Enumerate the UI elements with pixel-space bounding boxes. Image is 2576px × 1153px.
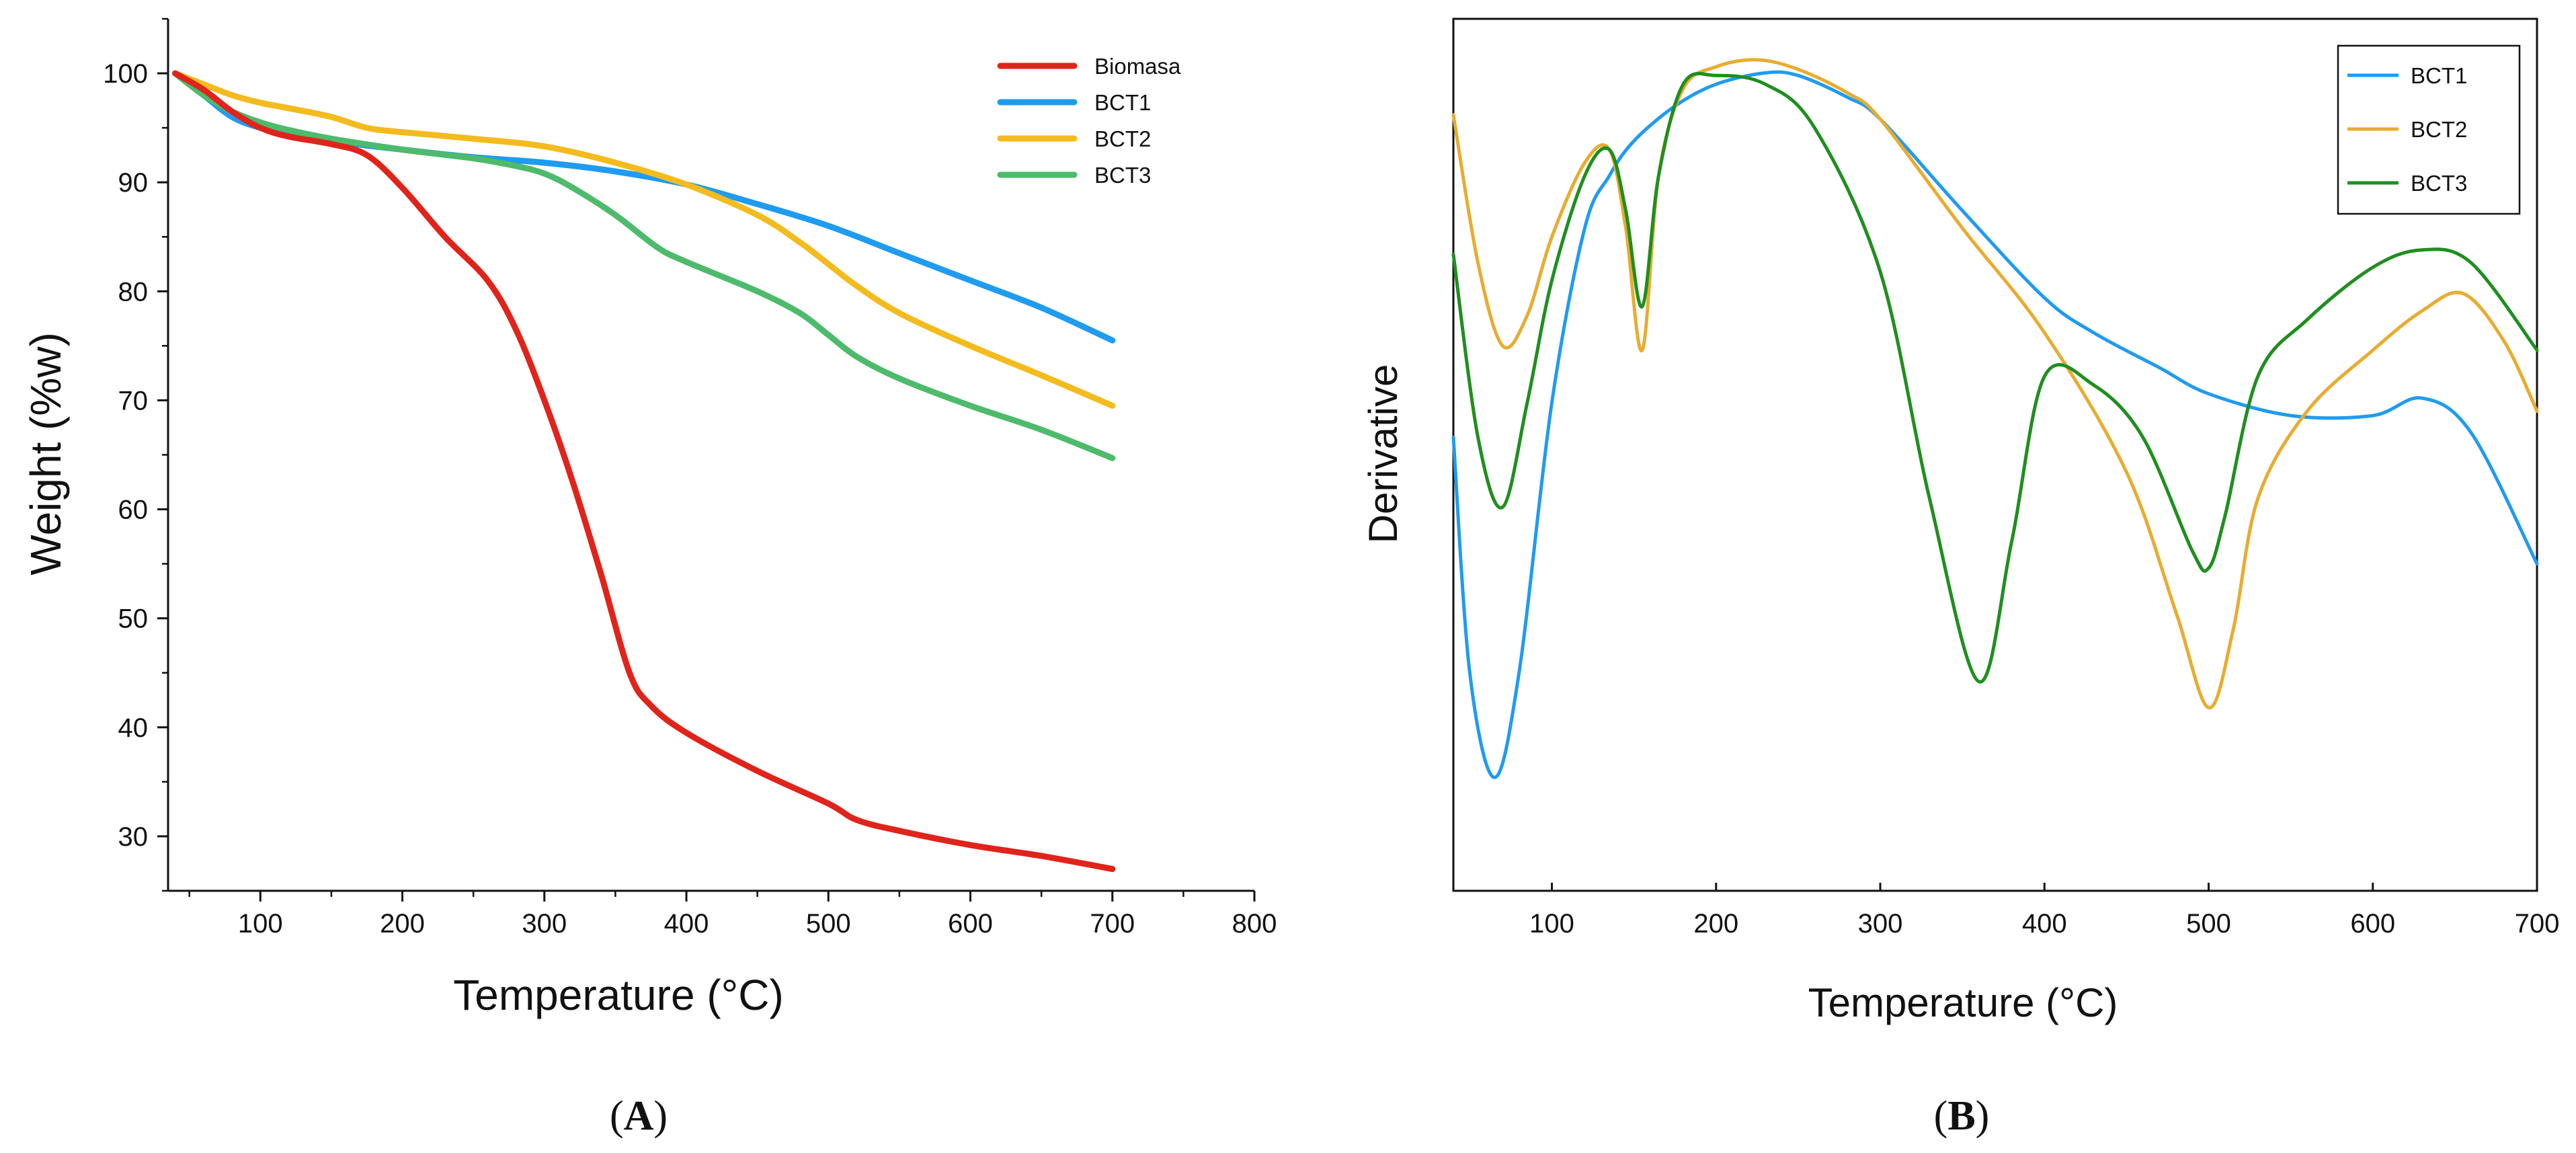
panel-b: 100 200 300 400 500 600 700 Temperature (°C) D…: [1361, 17, 2559, 1139]
series-line-bct1: [1451, 70, 2539, 779]
panel-a-x-ticks: 100 200 300 400 500 600 700 800: [188, 891, 1277, 939]
legend-label-bct2: BCT2: [1094, 126, 1151, 151]
x-tick-label: 400: [664, 909, 709, 939]
y-tick-label: 40: [118, 713, 149, 743]
series-line-bct3: [172, 70, 1116, 461]
legend-label-bct3: BCT3: [2411, 171, 2467, 196]
series-line-bct2: [1451, 58, 2539, 710]
x-tick-label: 500: [2186, 909, 2231, 939]
x-tick-label: 600: [2350, 909, 2395, 939]
panel-a-legend: Biomasa BCT1 BCT2 BCT3: [997, 54, 1181, 188]
legend-label-biomasa: Biomasa: [1094, 54, 1181, 79]
panel-b-x-ticks: 100 200 300 400 500 600 700: [1529, 883, 2559, 939]
x-tick-label: 700: [1090, 909, 1135, 939]
x-tick-label: 700: [2515, 909, 2560, 939]
series-line-bct2: [172, 70, 1116, 409]
panel-a-x-axis-title: Temperature (°C): [453, 971, 784, 1019]
y-tick-label: 90: [118, 168, 149, 198]
y-tick-label: 70: [118, 386, 149, 415]
legend-label-bct1: BCT1: [2411, 63, 2467, 88]
panel-b-x-axis-title: Temperature (°C): [1808, 980, 2118, 1025]
x-tick-label: 200: [380, 909, 425, 939]
x-tick-label: 300: [522, 909, 567, 939]
panel-a-y-axis-title: Weight (%w): [22, 332, 70, 575]
y-tick-label: 50: [118, 604, 149, 634]
series-line-bct3: [1451, 72, 2539, 684]
x-tick-label: 100: [1529, 909, 1574, 939]
legend-label-bct1: BCT1: [1094, 90, 1151, 115]
panel-label-a: (A): [610, 1093, 668, 1139]
panel-b-series: [1451, 58, 2539, 779]
panel-a-series: [172, 70, 1116, 873]
legend-label-bct2: BCT2: [2411, 117, 2467, 142]
x-tick-label: 500: [806, 909, 851, 939]
panel-b-y-axis-title: Derivative: [1361, 364, 1406, 544]
panel-a-y-ticks: 30 40 50 60 70 80 90 100: [103, 17, 168, 892]
y-tick-label: 60: [118, 495, 149, 525]
x-tick-label: 800: [1232, 909, 1277, 939]
panel-label-b: (B): [1934, 1093, 1990, 1139]
panel-a: 100 200 300 400 500 600 700 800 30 40 50 60 70 80 90 1…: [22, 17, 1277, 1139]
x-tick-label: 600: [948, 909, 993, 939]
y-tick-label: 80: [118, 277, 149, 307]
x-tick-label: 100: [238, 909, 283, 939]
panel-b-legend: BCT1 BCT2 BCT3: [2337, 44, 2521, 215]
x-tick-label: 200: [1693, 909, 1738, 939]
legend-label-bct3: BCT3: [1094, 163, 1151, 188]
x-tick-label: 400: [2022, 909, 2067, 939]
series-line-biomasa: [172, 70, 1116, 873]
y-tick-label: 100: [103, 59, 148, 89]
x-tick-label: 300: [1858, 909, 1903, 939]
y-tick-label: 30: [118, 822, 149, 852]
